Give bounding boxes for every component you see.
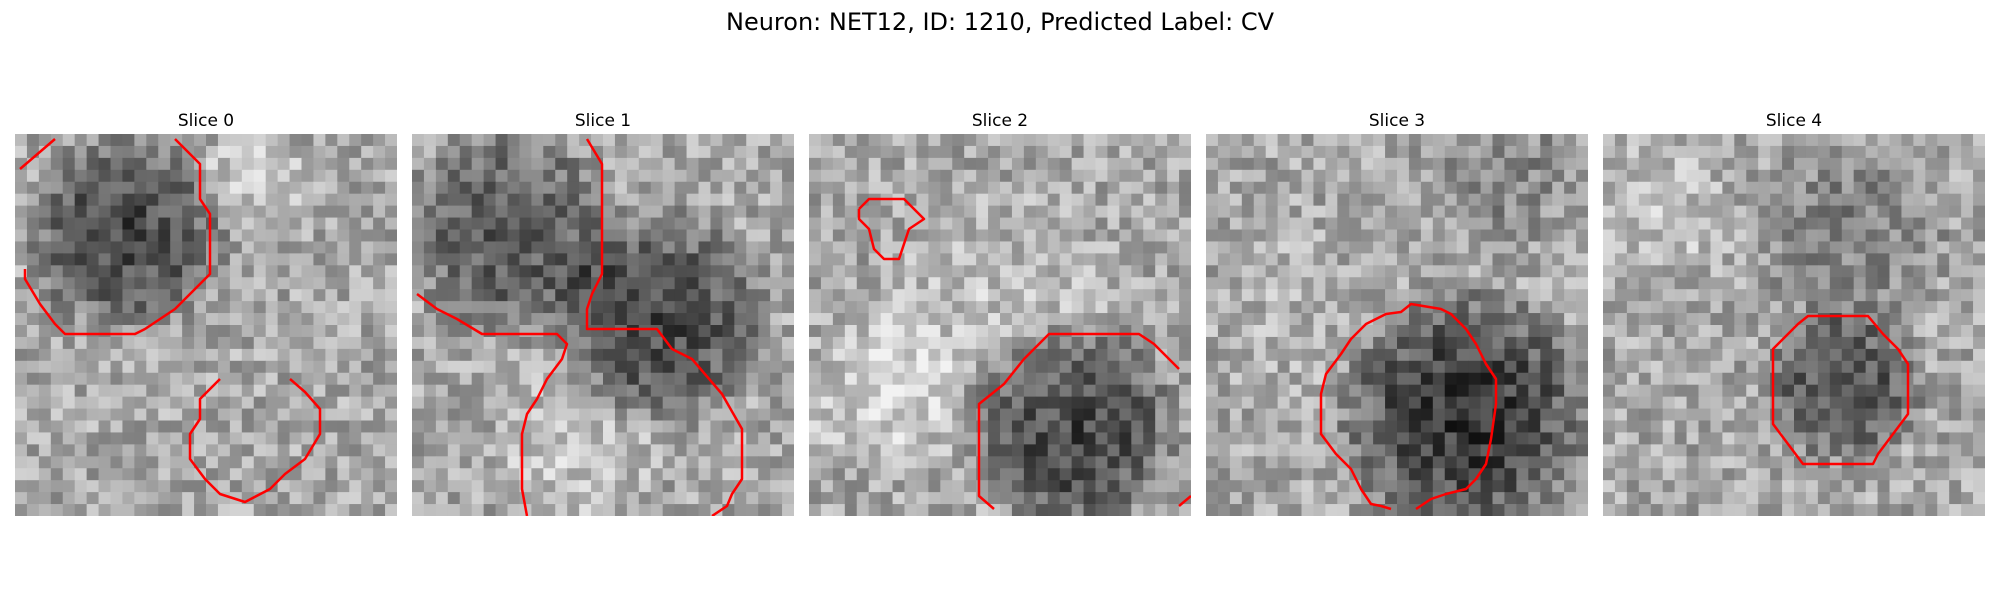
pixel-grid <box>1206 134 1588 516</box>
segmentation-contour <box>977 332 1180 510</box>
slice-panel-4: Slice 4 <box>1603 108 1985 516</box>
slice-panel-1: Slice 1 <box>412 108 794 516</box>
slice-image-4 <box>1603 134 1985 516</box>
segmentation-contour <box>857 197 926 261</box>
figure-title: Neuron: NET12, ID: 1210, Predicted Label… <box>726 8 1274 36</box>
slice-image-1 <box>412 134 794 516</box>
segmentation-contour <box>416 293 569 516</box>
slice-title: Slice 4 <box>1765 111 1823 131</box>
pixel-grid <box>412 134 794 516</box>
slice-title: Slice 0 <box>177 111 235 131</box>
segmentation-contour <box>23 138 212 336</box>
segmentation-contour <box>1771 314 1910 466</box>
slice-image-2 <box>809 134 1191 516</box>
segmentation-contour <box>1178 495 1191 507</box>
segmentation-contour <box>1319 302 1498 511</box>
pixel-grid <box>15 134 397 516</box>
pixel-grid <box>809 134 1191 516</box>
slice-panel-0: Slice 0 <box>15 108 397 516</box>
slice-panel-3: Slice 3 <box>1206 108 1588 516</box>
slice-image-0 <box>15 134 397 516</box>
slice-panel-2: Slice 2 <box>809 108 1191 516</box>
slice-image-3 <box>1206 134 1588 516</box>
pixel-grid <box>1603 134 1985 516</box>
segmentation-contour <box>585 138 744 516</box>
slice-title: Slice 2 <box>971 111 1029 131</box>
slice-title: Slice 1 <box>574 111 632 131</box>
segmentation-contour <box>188 378 322 504</box>
segmentation-contour <box>19 138 56 170</box>
slice-title: Slice 3 <box>1368 111 1426 131</box>
